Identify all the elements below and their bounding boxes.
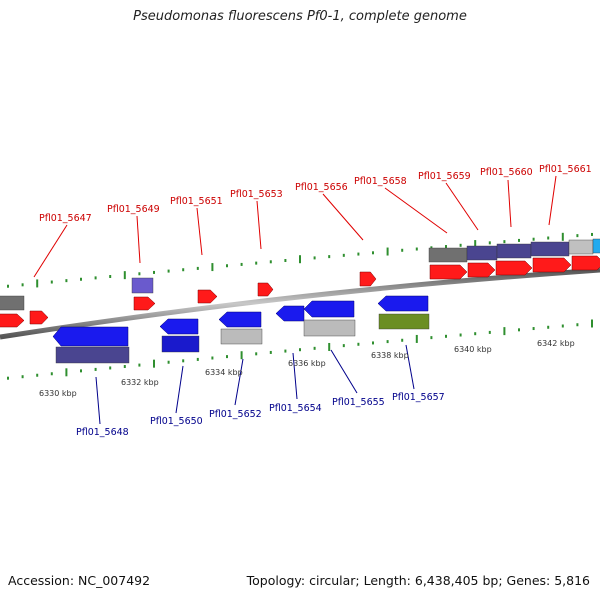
callout-line bbox=[322, 193, 364, 241]
cog-block bbox=[592, 238, 600, 254]
callout-line bbox=[136, 215, 141, 264]
cog-block bbox=[568, 239, 594, 255]
callout-line bbox=[384, 187, 448, 234]
forward-gene-arrow bbox=[29, 310, 49, 325]
gene-label-reverse[interactable]: Pfl01_5650 bbox=[150, 416, 203, 427]
reverse-gene-arrow bbox=[159, 318, 199, 335]
gene-label-forward[interactable]: Pfl01_5653 bbox=[230, 189, 283, 200]
reverse-gene-arrow bbox=[275, 305, 305, 322]
gene-label-forward[interactable]: Pfl01_5649 bbox=[107, 204, 160, 215]
callout-line bbox=[330, 349, 358, 394]
scale-label: 6332 kbp bbox=[121, 378, 159, 387]
cog-block bbox=[220, 328, 263, 345]
cog-block bbox=[378, 313, 430, 330]
label-callouts bbox=[33, 175, 557, 425]
gene-label-reverse[interactable]: Pfl01_5657 bbox=[392, 392, 445, 403]
cog-block bbox=[131, 277, 154, 294]
reverse-gene-arrow bbox=[377, 295, 429, 312]
cog-block bbox=[530, 241, 570, 257]
gene-label-reverse[interactable]: Pfl01_5654 bbox=[269, 403, 322, 414]
gene-label-forward[interactable]: Pfl01_5658 bbox=[354, 176, 407, 187]
callout-line bbox=[33, 224, 68, 278]
callout-line bbox=[548, 175, 557, 226]
forward-gene-arrow bbox=[532, 257, 572, 273]
callout-line bbox=[234, 358, 244, 406]
forward-gene-arrow bbox=[495, 260, 533, 276]
forward-gene-arrow bbox=[197, 289, 218, 304]
forward-gene-arrow bbox=[257, 282, 274, 297]
genome-backbone bbox=[0, 267, 600, 340]
forward-gene-arrow bbox=[429, 264, 468, 280]
gene-label-forward[interactable]: Pfl01_5659 bbox=[418, 171, 471, 182]
map-title: Pseudomonas fluorescens Pf0-1, complete … bbox=[133, 9, 467, 24]
gene-label-forward[interactable]: Pfl01_5660 bbox=[480, 167, 533, 178]
callout-line bbox=[445, 182, 479, 231]
callout-line bbox=[405, 344, 415, 390]
cog-block bbox=[303, 319, 356, 337]
scale-label: 6336 kbp bbox=[288, 359, 326, 368]
scale-label: 6342 kbp bbox=[537, 339, 575, 348]
cog-block bbox=[55, 346, 130, 364]
callout-line bbox=[175, 365, 184, 414]
reverse-gene-arrow bbox=[303, 300, 355, 318]
callout-line bbox=[95, 376, 101, 425]
gene-label-reverse[interactable]: Pfl01_5655 bbox=[332, 397, 385, 408]
gene-label-forward[interactable]: Pfl01_5647 bbox=[39, 213, 92, 224]
scale-label: 6340 kbp bbox=[454, 345, 492, 354]
gene-label-reverse[interactable]: Pfl01_5652 bbox=[209, 409, 262, 420]
forward-gene-arrow bbox=[359, 271, 377, 287]
forward-gene-arrow bbox=[133, 296, 156, 311]
reverse-gene-arrow bbox=[218, 311, 262, 328]
gene-features bbox=[0, 238, 600, 364]
forward-gene-arrow bbox=[571, 255, 600, 271]
callout-line bbox=[507, 179, 512, 228]
accession-text: Accession: NC_007492 bbox=[8, 573, 151, 588]
forward-gene-arrow bbox=[0, 313, 25, 328]
cog-block bbox=[428, 247, 468, 263]
gene-label-forward[interactable]: Pfl01_5661 bbox=[539, 164, 592, 175]
reverse-gene-arrow bbox=[52, 326, 129, 347]
genome-summary-text: Topology: circular; Length: 6,438,405 bp… bbox=[246, 573, 590, 588]
scale-label: 6334 kbp bbox=[205, 368, 243, 377]
cog-block bbox=[466, 245, 498, 261]
callout-line bbox=[292, 352, 298, 400]
scale-ticks bbox=[7, 232, 593, 380]
gene-label-reverse[interactable]: Pfl01_5648 bbox=[76, 427, 129, 438]
cog-block bbox=[161, 335, 200, 353]
forward-gene-arrow bbox=[467, 262, 496, 278]
scale-label: 6330 kbp bbox=[39, 389, 77, 398]
cog-block bbox=[496, 243, 532, 259]
gene-label-forward[interactable]: Pfl01_5656 bbox=[295, 182, 348, 193]
scale-label: 6338 kbp bbox=[371, 351, 409, 360]
callout-line bbox=[256, 200, 262, 250]
callout-line bbox=[196, 207, 203, 256]
gene-label-forward[interactable]: Pfl01_5651 bbox=[170, 196, 223, 207]
cog-block bbox=[0, 295, 25, 311]
